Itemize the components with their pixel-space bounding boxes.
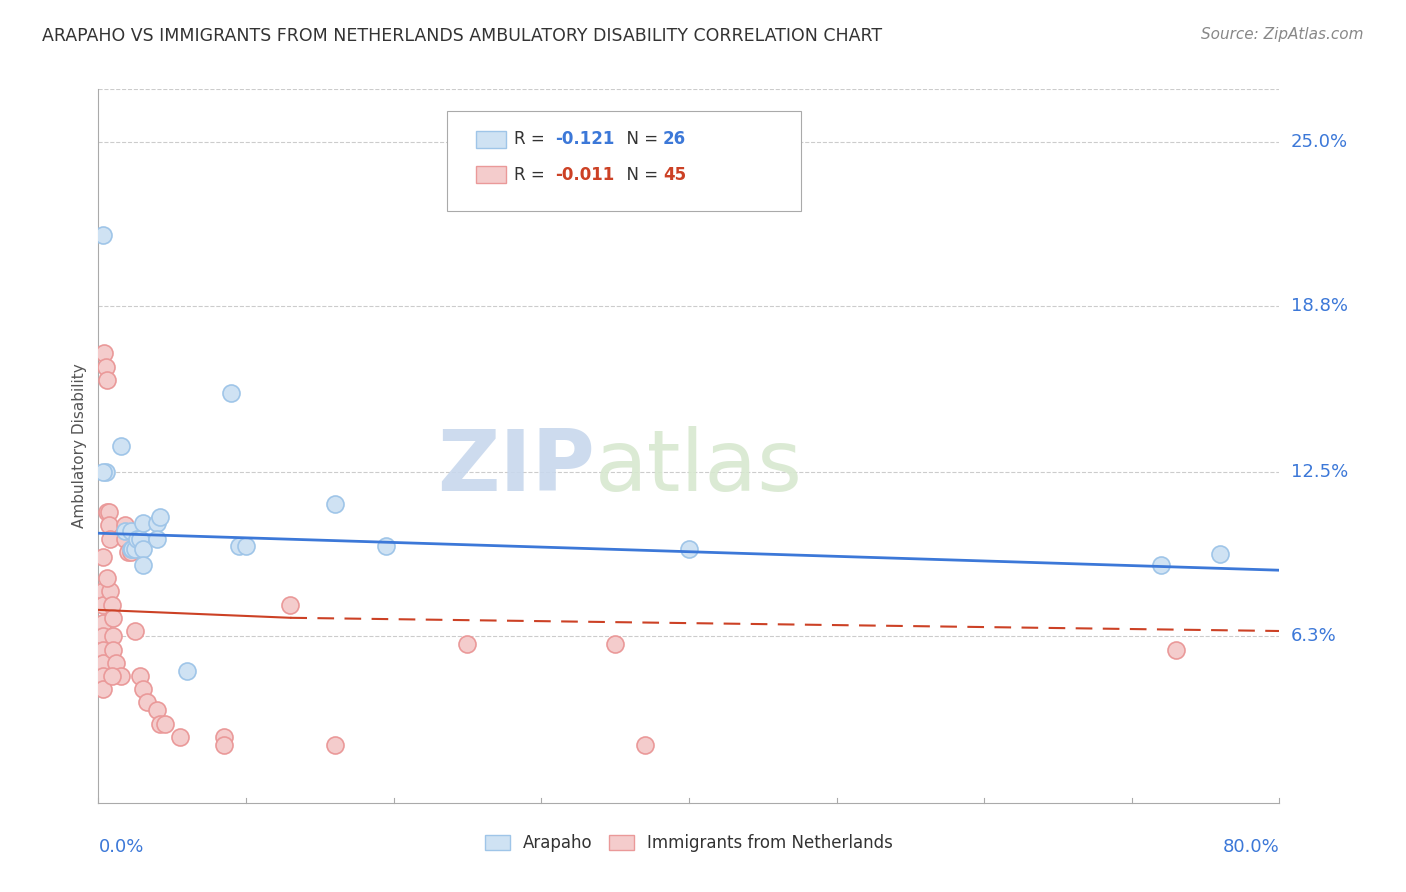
Point (91, 669, 114, 683)
Text: ARAPAHO VS IMMIGRANTS FROM NETHERLANDS AMBULATORY DISABILITY CORRELATION CHART: ARAPAHO VS IMMIGRANTS FROM NETHERLANDS A… (42, 27, 883, 45)
Point (124, 624, 146, 638)
Point (96, 505, 118, 519)
Point (110, 439, 132, 453)
Point (153, 716, 176, 731)
Y-axis label: Ambulatory Disability: Ambulatory Disability (72, 364, 87, 528)
Text: 25.0%: 25.0% (1291, 133, 1348, 151)
Point (125, 532, 148, 546)
Text: -0.121: -0.121 (555, 130, 614, 148)
Point (121, 542, 143, 557)
Point (136, 695, 159, 709)
Point (149, 510, 172, 524)
Point (91, 642, 114, 657)
Point (149, 716, 172, 731)
FancyBboxPatch shape (477, 166, 506, 184)
Point (91, 616, 114, 631)
Point (114, 532, 136, 546)
Point (132, 516, 155, 530)
Point (120, 524, 142, 538)
Point (93, 346, 115, 360)
Point (678, 542, 700, 557)
Point (128, 532, 150, 546)
Point (169, 730, 191, 744)
Text: 18.8%: 18.8% (1291, 297, 1347, 315)
Point (120, 545, 142, 559)
Point (605, 637, 627, 651)
Point (100, 669, 122, 683)
Text: 6.3%: 6.3% (1291, 627, 1336, 645)
Point (114, 524, 136, 538)
Point (110, 669, 132, 683)
Text: N =: N = (616, 166, 664, 184)
Point (212, 730, 235, 744)
Point (278, 598, 302, 612)
Point (98, 584, 121, 599)
FancyBboxPatch shape (477, 130, 506, 148)
Point (91, 466, 114, 480)
Point (120, 542, 142, 557)
Point (100, 598, 122, 612)
Point (98, 532, 121, 546)
Point (105, 656, 128, 670)
Point (117, 545, 139, 559)
Point (456, 637, 478, 651)
Text: -0.011: -0.011 (555, 166, 614, 184)
Point (132, 558, 155, 572)
Point (146, 516, 169, 530)
Text: R =: R = (515, 166, 550, 184)
Point (91, 682, 114, 697)
Point (103, 642, 125, 657)
Text: 0.0%: 0.0% (98, 838, 143, 855)
Text: R =: R = (515, 130, 550, 148)
Text: 45: 45 (664, 166, 686, 184)
Point (212, 738, 235, 752)
Point (103, 629, 125, 643)
Point (323, 738, 346, 752)
Text: 80.0%: 80.0% (1223, 838, 1279, 855)
Point (91, 629, 114, 643)
Point (146, 703, 169, 717)
FancyBboxPatch shape (447, 111, 801, 211)
Point (91, 656, 114, 670)
Text: Source: ZipAtlas.com: Source: ZipAtlas.com (1201, 27, 1364, 42)
Text: 26: 26 (664, 130, 686, 148)
Point (103, 611, 125, 625)
Point (219, 386, 242, 401)
Point (132, 542, 155, 557)
Point (97, 505, 120, 519)
Point (114, 518, 136, 533)
Text: atlas: atlas (595, 425, 803, 509)
Point (176, 664, 198, 678)
Point (91, 598, 114, 612)
Point (323, 497, 346, 511)
Point (375, 540, 398, 554)
Point (94, 466, 117, 480)
Point (1164, 642, 1187, 657)
Point (97, 518, 120, 533)
Point (132, 682, 155, 697)
Point (124, 542, 146, 557)
Text: N =: N = (616, 130, 664, 148)
Point (96, 571, 118, 585)
Text: 12.5%: 12.5% (1291, 464, 1348, 482)
Point (1209, 547, 1232, 561)
Point (96, 373, 118, 387)
Point (228, 540, 250, 554)
Text: ZIP: ZIP (437, 425, 595, 509)
Point (1150, 558, 1173, 572)
Point (91, 549, 114, 564)
Point (235, 540, 257, 554)
Point (94, 359, 117, 374)
Point (128, 669, 150, 683)
Point (91, 227, 114, 242)
Point (91, 584, 114, 599)
Point (633, 738, 655, 752)
Point (146, 532, 169, 546)
Legend: Arapaho, Immigrants from Netherlands: Arapaho, Immigrants from Netherlands (478, 828, 900, 859)
